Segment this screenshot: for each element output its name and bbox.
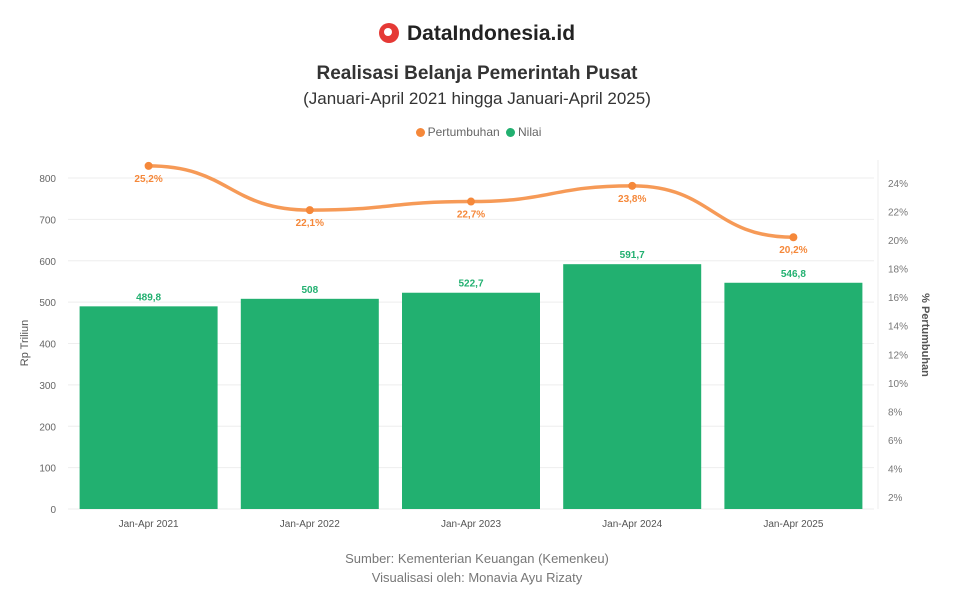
y-tick-label: 100: [39, 464, 56, 475]
logo-icon: [378, 23, 399, 43]
bar-value-label: 508: [301, 285, 318, 296]
y2-tick-label: 22%: [888, 208, 908, 219]
growth-point: [305, 206, 314, 215]
growth-value-label: 25,2%: [134, 174, 162, 185]
chart-title: Realisasi Belanja Pemerintah Pusat: [316, 63, 638, 84]
y-tick-label: 800: [39, 174, 56, 185]
legend: Pertumbuhan Nilai: [0, 125, 954, 139]
y2-tick-label: 6%: [888, 436, 903, 447]
growth-value-label: 23,8%: [618, 194, 646, 205]
y2-tick-label: 14%: [888, 322, 908, 333]
x-tick-label: Jan-Apr 2024: [602, 519, 662, 530]
x-tick-label: Jan-Apr 2021: [119, 519, 179, 530]
growth-value-label: 20,2%: [779, 245, 807, 256]
growth-point: [628, 181, 637, 190]
x-tick-label: Jan-Apr 2025: [763, 519, 823, 530]
growth-point: [789, 233, 798, 242]
growth-point: [144, 161, 153, 170]
y2-axis-title: % Pertumbuhan: [919, 293, 931, 377]
y-tick-label: 0: [50, 505, 56, 516]
bar: [563, 264, 702, 509]
x-tick-label: Jan-Apr 2023: [441, 519, 501, 530]
growth-point: [467, 197, 475, 206]
legend-item-pertumbuhan[interactable]: Pertumbuhan: [413, 125, 500, 139]
y2-tick-label: 2%: [888, 493, 903, 504]
legend-label: Nilai: [518, 125, 542, 139]
y2-tick-label: 12%: [888, 350, 908, 361]
bar-value-label: 489,8: [136, 292, 161, 303]
y2-tick-label: 18%: [888, 265, 908, 276]
y-tick-label: 600: [39, 257, 56, 268]
bar-value-label: 591,7: [620, 250, 645, 261]
bar: [240, 298, 379, 509]
y2-tick-label: 10%: [888, 379, 908, 390]
growth-value-label: 22,1%: [296, 218, 324, 229]
y2-tick-label: 24%: [888, 179, 908, 190]
y2-tick-label: 20%: [888, 236, 908, 247]
y-tick-label: 400: [39, 340, 56, 351]
brand-logo: DataIndonesia.id: [0, 22, 954, 46]
legend-item-nilai[interactable]: Nilai: [503, 125, 541, 139]
growth-value-label: 22,7%: [457, 210, 485, 221]
y-tick-label: 200: [39, 422, 56, 433]
credit-note: Visualisasi oleh: Monavia Ayu Rizaty: [371, 570, 583, 585]
bar: [724, 282, 863, 509]
y-tick-label: 700: [39, 215, 56, 226]
x-tick-label: Jan-Apr 2022: [280, 519, 340, 530]
bar-value-label: 546,8: [781, 269, 806, 280]
y-axis-title: Rp Triliun: [19, 320, 31, 366]
chart-subtitle: (Januari-April 2021 hingga Januari-April…: [303, 89, 651, 108]
y-tick-label: 500: [39, 298, 56, 309]
y-tick-label: 300: [39, 381, 56, 392]
bar-value-label: 522,7: [458, 279, 483, 290]
y2-tick-label: 8%: [888, 407, 903, 418]
legend-dot: [506, 128, 516, 137]
y2-tick-label: 16%: [888, 293, 908, 304]
y2-tick-label: 4%: [888, 464, 903, 475]
legend-label: Pertumbuhan: [427, 125, 500, 139]
source-note: Sumber: Kementerian Keuangan (Kemenkeu): [345, 551, 609, 566]
legend-dot: [415, 128, 425, 137]
bar: [79, 306, 218, 509]
bar: [402, 292, 540, 509]
brand-name: DataIndonesia.id: [406, 22, 576, 45]
